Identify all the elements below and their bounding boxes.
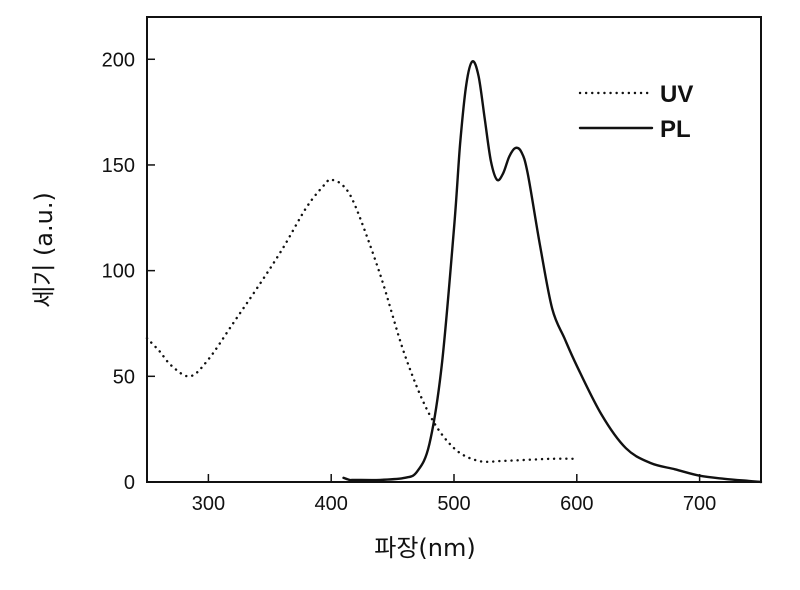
x-tick-label: 400 [315,493,348,515]
x-tick-label: 300 [192,493,225,515]
series-uv-line [147,180,577,462]
x-tick-label: 700 [683,493,716,515]
legend: UV PL [580,81,693,143]
legend-label-uv: UV [660,81,693,108]
legend-label-pl: PL [660,116,691,143]
y-tick-label: 200 [102,49,135,71]
x-tick-label: 500 [437,493,470,515]
x-axis-title: 파장(nm) [374,534,475,562]
x-tick-label: 600 [560,493,593,515]
y-tick-label: 0 [124,472,135,494]
y-tick-label: 150 [102,155,135,177]
y-tick-label: 100 [102,261,135,283]
y-tick-label: 50 [113,366,135,388]
series-pl-line [344,61,762,482]
y-axis-title: 세기 (a.u.) [30,192,58,308]
